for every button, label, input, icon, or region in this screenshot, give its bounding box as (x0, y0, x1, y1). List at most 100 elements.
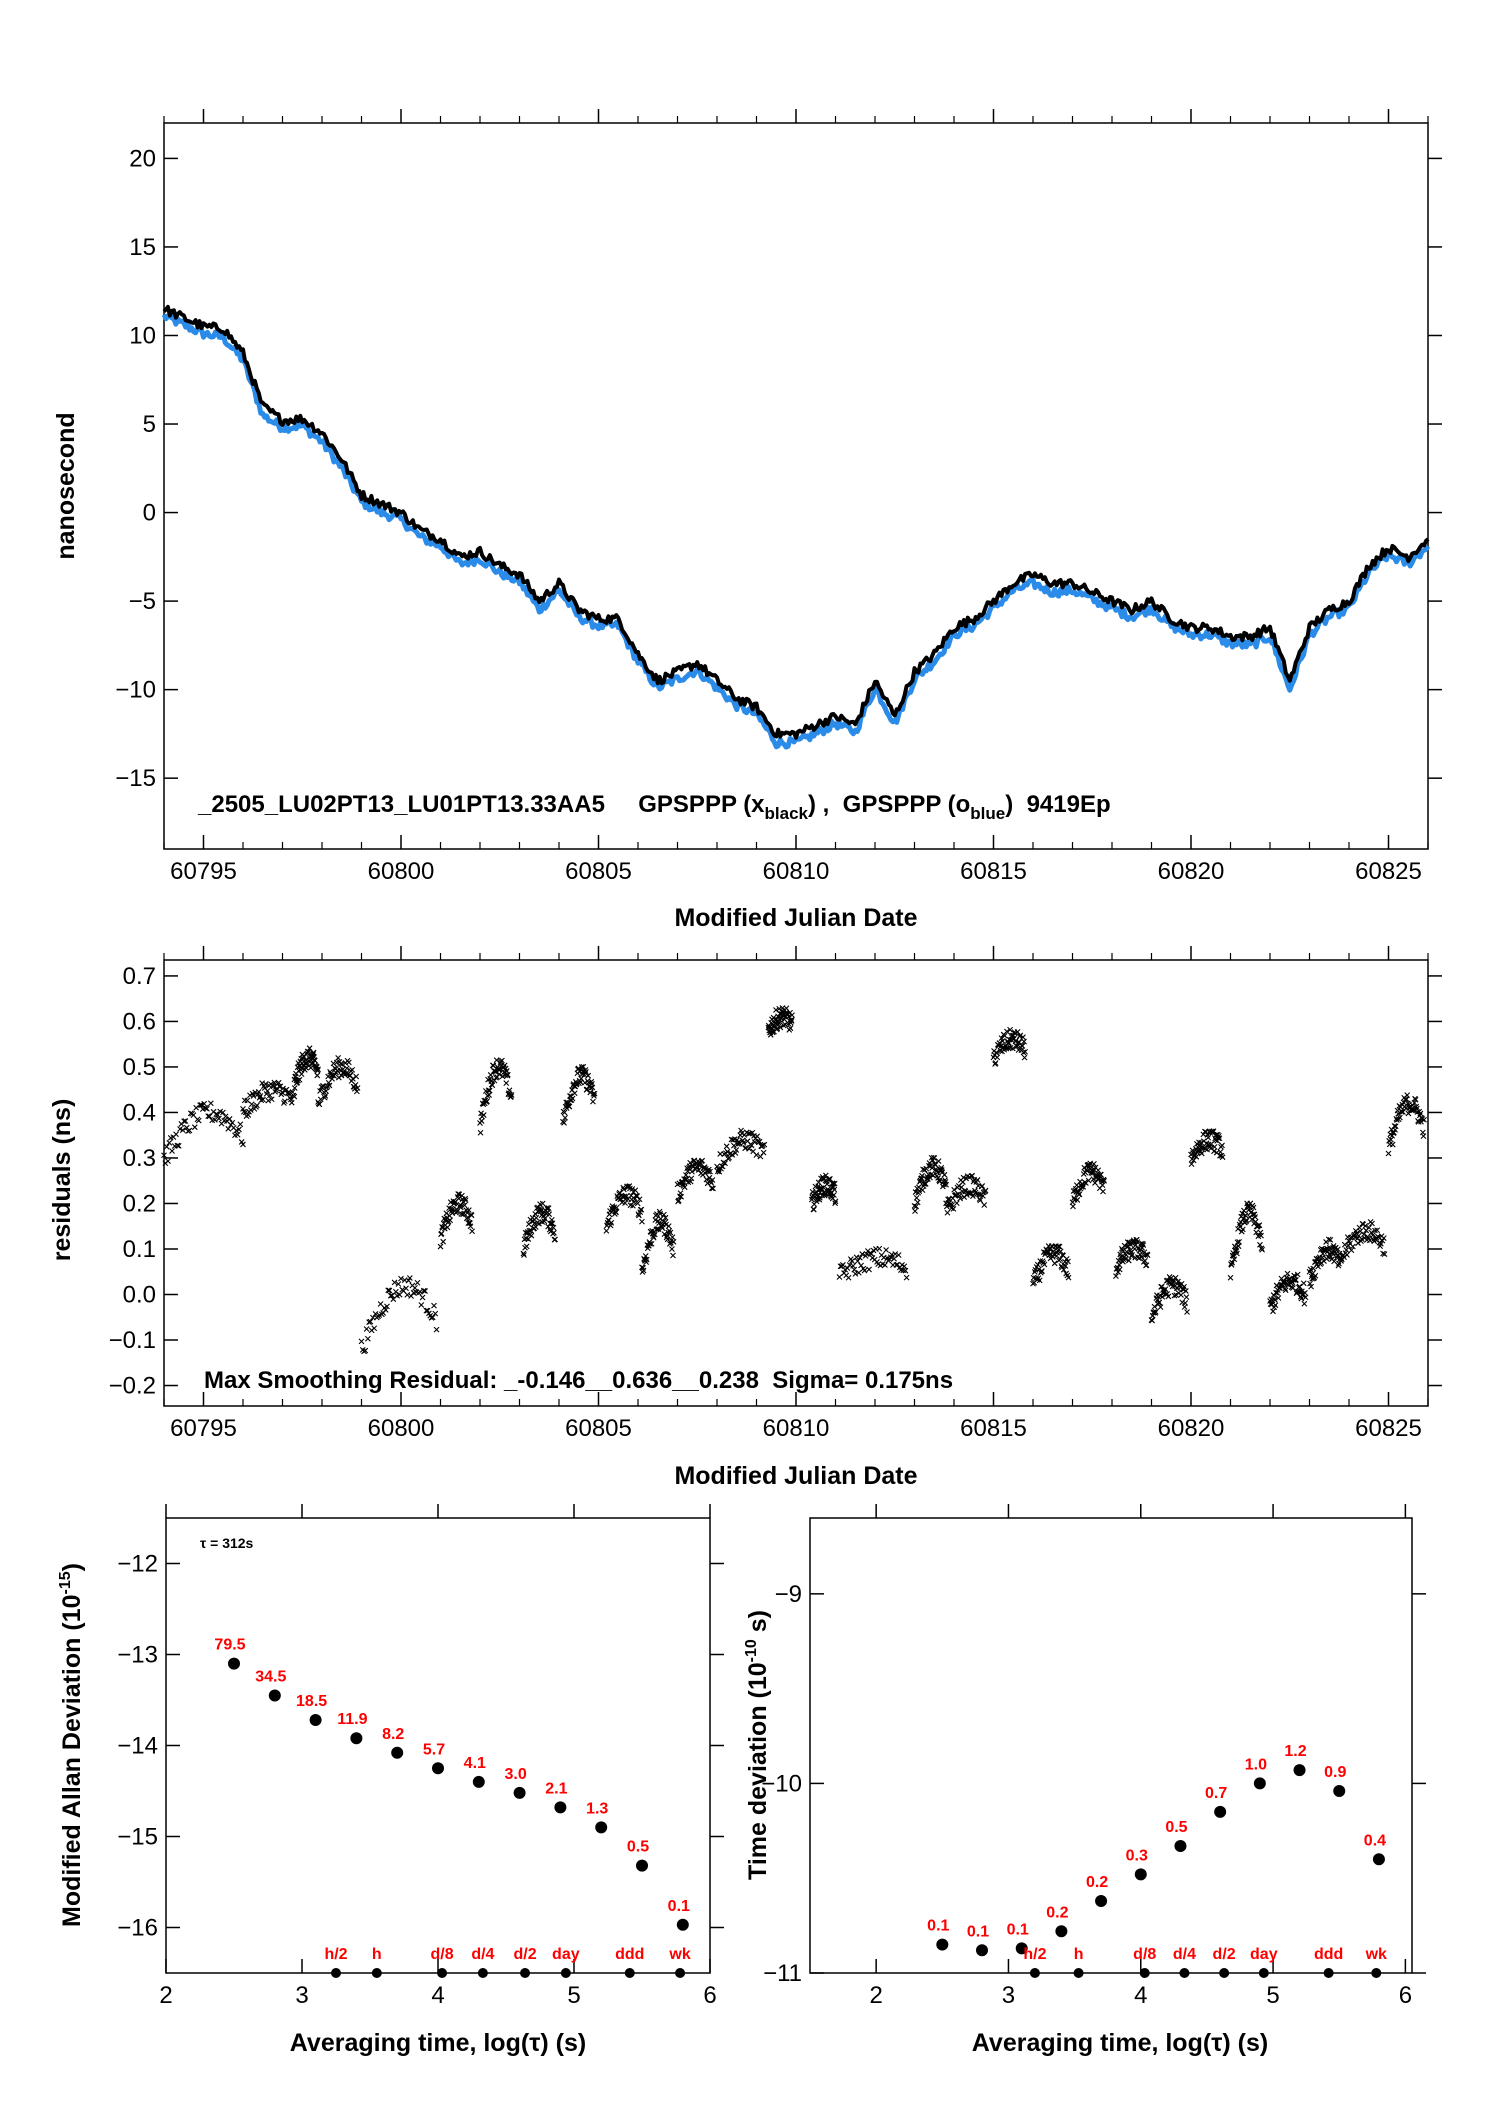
residual-point (710, 1185, 716, 1192)
residual-point (562, 1114, 568, 1121)
residual-point (1178, 1292, 1184, 1298)
residual-point (201, 1100, 208, 1107)
residual-point (566, 1103, 573, 1110)
phase-ytick-label: 10 (129, 322, 156, 349)
residual-point (944, 1209, 951, 1216)
residual-point (395, 1281, 402, 1287)
residual-point (1095, 1167, 1102, 1174)
residual-point (950, 1205, 957, 1212)
tdev-ytick-label: −9 (775, 1581, 802, 1608)
residual-point (211, 1117, 218, 1123)
residual-point (1012, 1030, 1018, 1037)
residual-point (1190, 1157, 1197, 1164)
residual-point (1239, 1226, 1246, 1233)
residual-point (521, 1252, 527, 1258)
residual-point (1421, 1116, 1427, 1123)
residual-point (1372, 1227, 1378, 1234)
residual-point (496, 1071, 503, 1078)
residual-point (1074, 1197, 1081, 1203)
residual-point (1335, 1246, 1341, 1253)
residual-point (465, 1207, 472, 1213)
residual-point (969, 1193, 976, 1200)
residuals-axis-ticks: 60795 60800 60805 60810 60815 60820 60825 0.7 0.… (109, 946, 1442, 1442)
residual-point (234, 1131, 241, 1138)
residual-point (1162, 1286, 1169, 1293)
residual-point (1057, 1248, 1064, 1255)
residual-point (462, 1197, 469, 1204)
residual-point (195, 1117, 202, 1124)
residual-point (787, 1025, 794, 1032)
phase-series-black (162, 304, 1430, 740)
residual-point (317, 1096, 324, 1103)
tdev-point (1214, 1805, 1227, 1818)
residual-point (608, 1219, 615, 1226)
tdev-y-axis-label: Time deviation (10-10 s) (743, 1610, 772, 1880)
residual-point (1022, 1048, 1028, 1055)
mdev-point (228, 1657, 240, 1670)
residual-point (179, 1127, 186, 1134)
mdev-point-label: 8.2 (382, 1726, 404, 1743)
residual-point (1284, 1270, 1291, 1277)
residual-point (1182, 1288, 1189, 1294)
residual-point (1140, 1242, 1147, 1249)
residual-point (432, 1310, 439, 1317)
residuals-xtick-label: 60825 (1355, 1415, 1422, 1442)
residual-point (650, 1234, 657, 1241)
residual-point (480, 1101, 487, 1108)
residual-point (1410, 1107, 1417, 1113)
residual-point (237, 1121, 244, 1128)
residual-point (699, 1157, 706, 1164)
residual-point (267, 1092, 273, 1099)
residual-point (639, 1218, 645, 1225)
residual-point (412, 1284, 418, 1291)
residual-point (315, 1066, 321, 1073)
residual-point (1256, 1222, 1263, 1229)
residual-point (707, 1168, 713, 1175)
tdev-point-label: 0.1 (927, 1918, 949, 1935)
residual-point (723, 1143, 730, 1150)
residuals-x-axis-label: Modified Julian Date (674, 1462, 917, 1490)
residual-point (1302, 1290, 1308, 1296)
tdev-point (1333, 1785, 1346, 1797)
residual-point (187, 1110, 194, 1117)
residual-point (1119, 1247, 1126, 1254)
phase-ytick-label: 15 (129, 234, 156, 261)
residual-point (831, 1180, 838, 1187)
residual-point (816, 1196, 823, 1203)
residual-point (1091, 1160, 1097, 1167)
residual-point (1369, 1220, 1375, 1227)
residual-point (206, 1113, 213, 1120)
tdev-point-label: 0.1 (967, 1923, 989, 1940)
tdev-xtick-label: 5 (1266, 1982, 1279, 2009)
residual-point (854, 1258, 861, 1264)
residual-point (1175, 1278, 1181, 1285)
residual-point (422, 1288, 428, 1294)
residual-point (1301, 1300, 1308, 1307)
residual-point (780, 1022, 787, 1029)
residual-point (1039, 1258, 1046, 1265)
residual-point (419, 1294, 426, 1301)
residual-point (1041, 1261, 1048, 1268)
residual-point (216, 1115, 222, 1122)
residual-point (1144, 1252, 1151, 1259)
mdev-point (309, 1714, 322, 1727)
residual-point (866, 1266, 872, 1273)
residual-point (1212, 1137, 1219, 1143)
residuals-panel: 60795 60800 60805 60810 60815 60820 60825 0.7 0.… (48, 946, 1442, 1490)
tdev-point (1055, 1925, 1068, 1938)
residual-point (300, 1053, 307, 1060)
mdev-point (350, 1732, 363, 1745)
residual-point (709, 1177, 716, 1183)
tdev-marker-dot (1073, 1968, 1084, 1978)
residual-point (662, 1214, 669, 1221)
residual-point (1193, 1153, 1200, 1160)
residual-point (1402, 1096, 1409, 1103)
residual-point (226, 1116, 233, 1122)
residual-point (1257, 1241, 1263, 1248)
phase-xtick-label: 60820 (1158, 858, 1225, 885)
residual-point (1019, 1043, 1026, 1049)
residual-point (636, 1212, 642, 1219)
residual-point (186, 1127, 193, 1134)
residual-point (258, 1097, 265, 1104)
residual-point (788, 1018, 795, 1024)
